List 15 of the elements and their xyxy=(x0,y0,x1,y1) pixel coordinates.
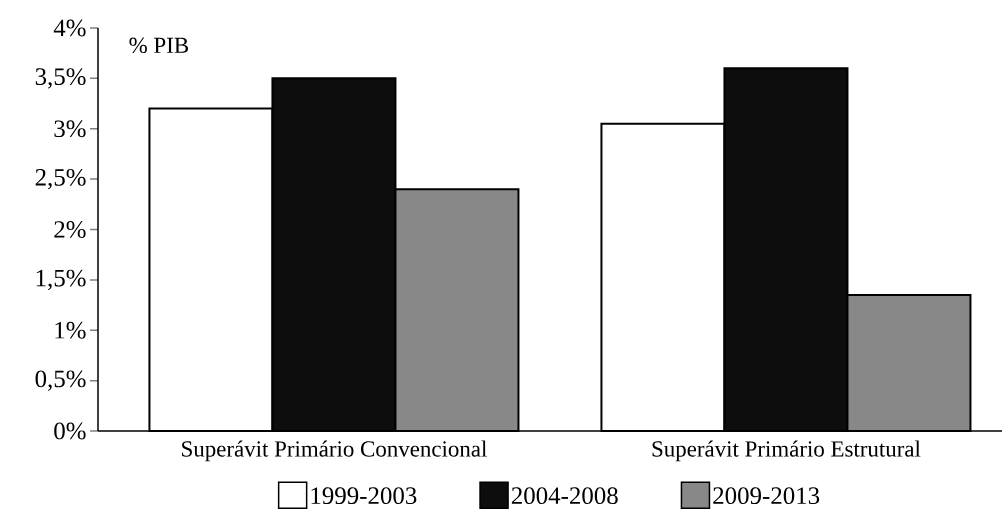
y-tick-label: 2,5% xyxy=(35,168,86,190)
y-tick-label: 3% xyxy=(54,120,86,138)
x-tick-label: Superávit Primário Convencional xyxy=(182,440,487,462)
y-tick-label: 4% xyxy=(53,19,86,37)
legend-label: 2004-2008 xyxy=(511,487,618,505)
legend-label: 1999-2003 xyxy=(311,487,417,505)
y-tick-label: 0% xyxy=(54,422,86,440)
y-tick-label: 1,5% xyxy=(36,269,86,291)
y-tick-label: 2% xyxy=(54,221,86,238)
x-tick-label: Superávit Primário Estrutural xyxy=(652,440,921,462)
y-axis-title: % PIB xyxy=(129,37,188,54)
y-tick-label: 3,5% xyxy=(35,68,86,89)
legend-label: 2009-2013 xyxy=(713,487,820,505)
y-tick-label: 1% xyxy=(55,321,86,339)
y-tick-label: 0,5% xyxy=(35,370,86,391)
